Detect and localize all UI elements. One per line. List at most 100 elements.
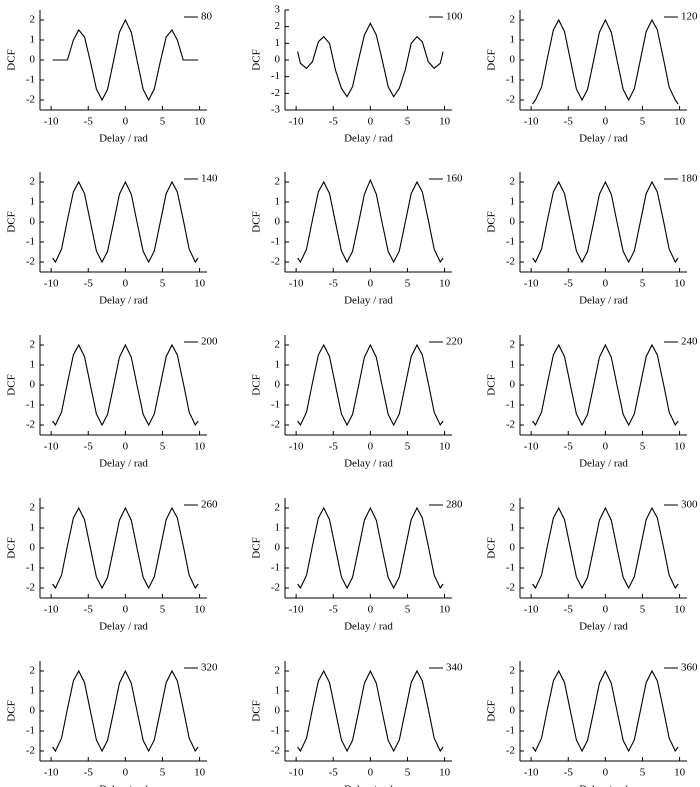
- x-tick-label: -5: [329, 767, 339, 779]
- x-axis-label: Delay / rad: [99, 133, 148, 145]
- x-tick-label: -10: [289, 767, 304, 779]
- y-axis-label: DCF: [486, 211, 498, 232]
- y-tick-label: 1: [275, 522, 281, 534]
- y-tick-label: -1: [26, 399, 35, 411]
- y-tick-label: 1: [510, 196, 516, 208]
- x-tick-label: 10: [194, 441, 206, 453]
- legend-label: 80: [201, 11, 213, 23]
- x-tick-label: -10: [524, 767, 539, 779]
- y-tick-label: 2: [275, 665, 281, 677]
- y-tick-label: 3: [275, 4, 281, 16]
- y-tick-label: 2: [275, 176, 281, 188]
- y-axis-label: DCF: [6, 211, 18, 232]
- x-axis-label: Delay / rad: [344, 621, 393, 633]
- y-tick-label: 1: [510, 685, 516, 697]
- x-tick-label: 10: [194, 116, 206, 128]
- y-tick-label: -1: [271, 725, 280, 737]
- x-tick-label: -5: [564, 116, 574, 128]
- y-tick-label: -1: [26, 236, 35, 248]
- y-tick-label: -1: [506, 725, 515, 737]
- x-tick-label: 5: [160, 604, 166, 616]
- x-tick-label: -5: [329, 278, 339, 290]
- y-tick-label: 1: [275, 37, 281, 49]
- x-axis-label: Delay / rad: [579, 621, 628, 633]
- y-tick-label: -2: [26, 582, 35, 594]
- x-axis-label: Delay / rad: [579, 133, 628, 145]
- x-tick-label: 10: [439, 767, 451, 779]
- x-tick-label: 5: [405, 441, 411, 453]
- x-axis-label: Delay / rad: [579, 458, 628, 470]
- y-tick-label: -1: [271, 399, 280, 411]
- y-tick-label: 2: [30, 665, 36, 677]
- y-axis-label: DCF: [486, 700, 498, 721]
- y-tick-label: -2: [26, 419, 35, 431]
- x-axis-label: Delay / rad: [99, 458, 148, 470]
- y-tick-label: 1: [275, 359, 281, 371]
- x-tick-label: 0: [368, 116, 374, 128]
- y-tick-label: 0: [30, 542, 36, 554]
- data-line: [52, 506, 199, 590]
- legend-label: 340: [446, 662, 463, 674]
- x-tick-label: 5: [160, 116, 166, 128]
- x-tick-label: 5: [640, 604, 646, 616]
- legend-label: 280: [446, 499, 463, 511]
- x-tick-label: -10: [289, 441, 304, 453]
- x-axis-label: Delay / rad: [99, 784, 148, 787]
- x-axis-label: Delay / rad: [99, 295, 148, 307]
- x-tick-label: -5: [564, 278, 574, 290]
- y-axis-label: DCF: [251, 537, 263, 558]
- y-axis-label: DCF: [486, 537, 498, 558]
- data-line: [297, 343, 444, 427]
- y-tick-label: 1: [510, 359, 516, 371]
- y-tick-label: -1: [506, 562, 515, 574]
- y-tick-label: 2: [510, 176, 516, 188]
- y-axis-label: DCF: [486, 374, 498, 395]
- legend-label: 300: [681, 499, 698, 511]
- x-tick-label: 10: [194, 767, 206, 779]
- x-tick-label: -10: [524, 278, 539, 290]
- y-tick-label: 0: [510, 54, 516, 66]
- y-tick-label: 0: [510, 216, 516, 228]
- y-tick-label: 1: [275, 685, 281, 697]
- y-axis-label: DCF: [251, 700, 263, 721]
- y-tick-label: 0: [275, 705, 281, 717]
- y-tick-label: 0: [30, 705, 36, 717]
- y-tick-label: -2: [506, 94, 515, 106]
- y-axis-label: DCF: [6, 374, 18, 395]
- x-tick-label: -5: [329, 441, 339, 453]
- x-tick-label: 0: [603, 604, 609, 616]
- x-tick-label: 0: [603, 116, 609, 128]
- y-axis-label: DCF: [6, 49, 18, 70]
- y-tick-label: 2: [510, 665, 516, 677]
- x-tick-label: 5: [640, 441, 646, 453]
- y-tick-label: -3: [271, 104, 281, 116]
- y-tick-label: -2: [26, 745, 35, 757]
- y-tick-label: 1: [510, 34, 516, 46]
- x-tick-label: 5: [405, 278, 411, 290]
- y-tick-label: 0: [510, 542, 516, 554]
- data-line: [52, 180, 199, 264]
- y-tick-label: -2: [506, 582, 515, 594]
- x-tick-label: -10: [524, 441, 539, 453]
- x-tick-label: -5: [84, 604, 94, 616]
- x-tick-label: 10: [194, 278, 206, 290]
- y-axis-label: DCF: [251, 211, 263, 232]
- x-tick-label: 10: [439, 604, 451, 616]
- x-tick-label: 0: [123, 441, 129, 453]
- y-tick-label: 1: [510, 522, 516, 534]
- y-tick-label: 2: [30, 176, 36, 188]
- legend-label: 220: [446, 336, 463, 348]
- x-tick-label: 0: [123, 604, 129, 616]
- x-tick-label: 0: [368, 278, 374, 290]
- x-axis-label: Delay / rad: [579, 295, 628, 307]
- x-tick-label: 5: [640, 767, 646, 779]
- x-tick-label: 10: [439, 278, 451, 290]
- data-line: [532, 343, 679, 427]
- y-tick-label: 2: [275, 339, 281, 351]
- y-tick-label: -2: [506, 419, 515, 431]
- x-tick-label: 5: [640, 116, 646, 128]
- x-tick-label: -5: [564, 604, 574, 616]
- x-tick-label: 10: [439, 441, 451, 453]
- x-tick-label: 5: [160, 278, 166, 290]
